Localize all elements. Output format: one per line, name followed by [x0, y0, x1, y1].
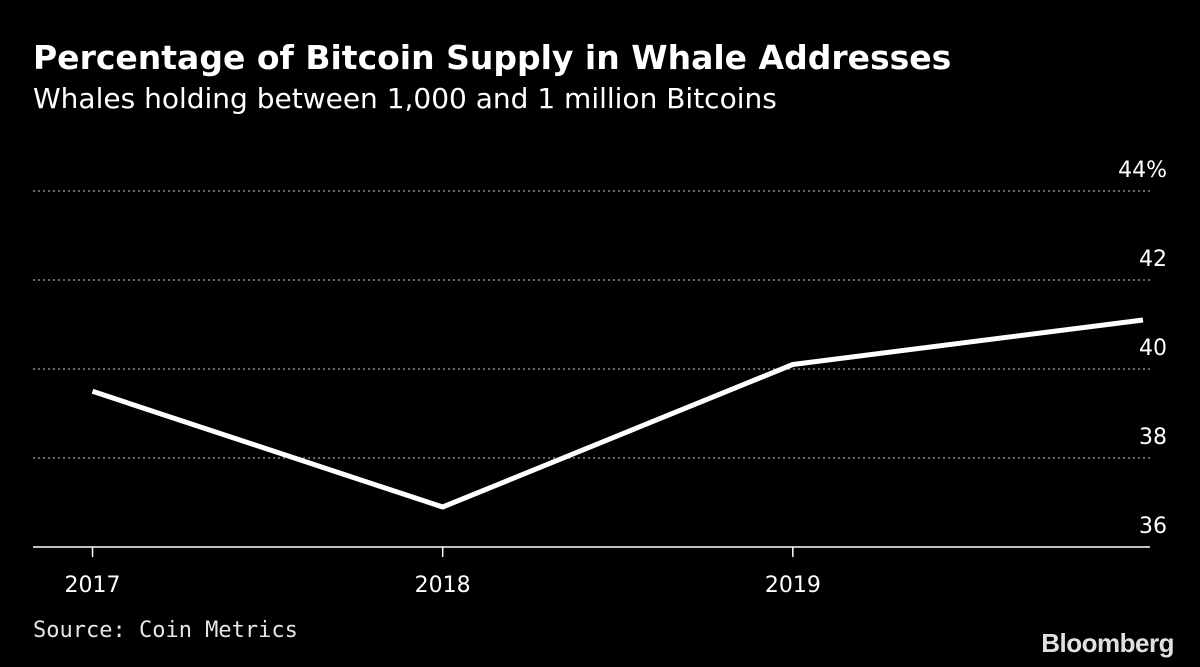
y-axis: 36 38 40 42 44% [1118, 158, 1167, 539]
x-tick-label-2017: 2017 [65, 573, 121, 598]
series [91, 317, 1144, 510]
chart-subtitle: Whales holding between 1,000 and 1 milli… [33, 82, 777, 115]
y-tick-label-44: 44% [1118, 158, 1167, 183]
source-note: Source: Coin Metrics [33, 618, 298, 643]
x-tick-label-2018: 2018 [415, 573, 471, 598]
y-tick-label-36: 36 [1139, 514, 1167, 539]
series-line-1 [91, 317, 1144, 510]
x-tick-label-2019: 2019 [765, 573, 821, 598]
bloomberg-logo: Bloomberg [1041, 628, 1174, 658]
y-tick-label-42: 42 [1139, 247, 1167, 272]
chart-title: Percentage of Bitcoin Supply in Whale Ad… [33, 38, 952, 77]
grid-lines [33, 190, 1150, 459]
y-tick-label-40: 40 [1139, 336, 1167, 361]
y-tick-label-38: 38 [1139, 425, 1167, 450]
x-axis-labels: 2017 2018 2019 [65, 547, 821, 598]
